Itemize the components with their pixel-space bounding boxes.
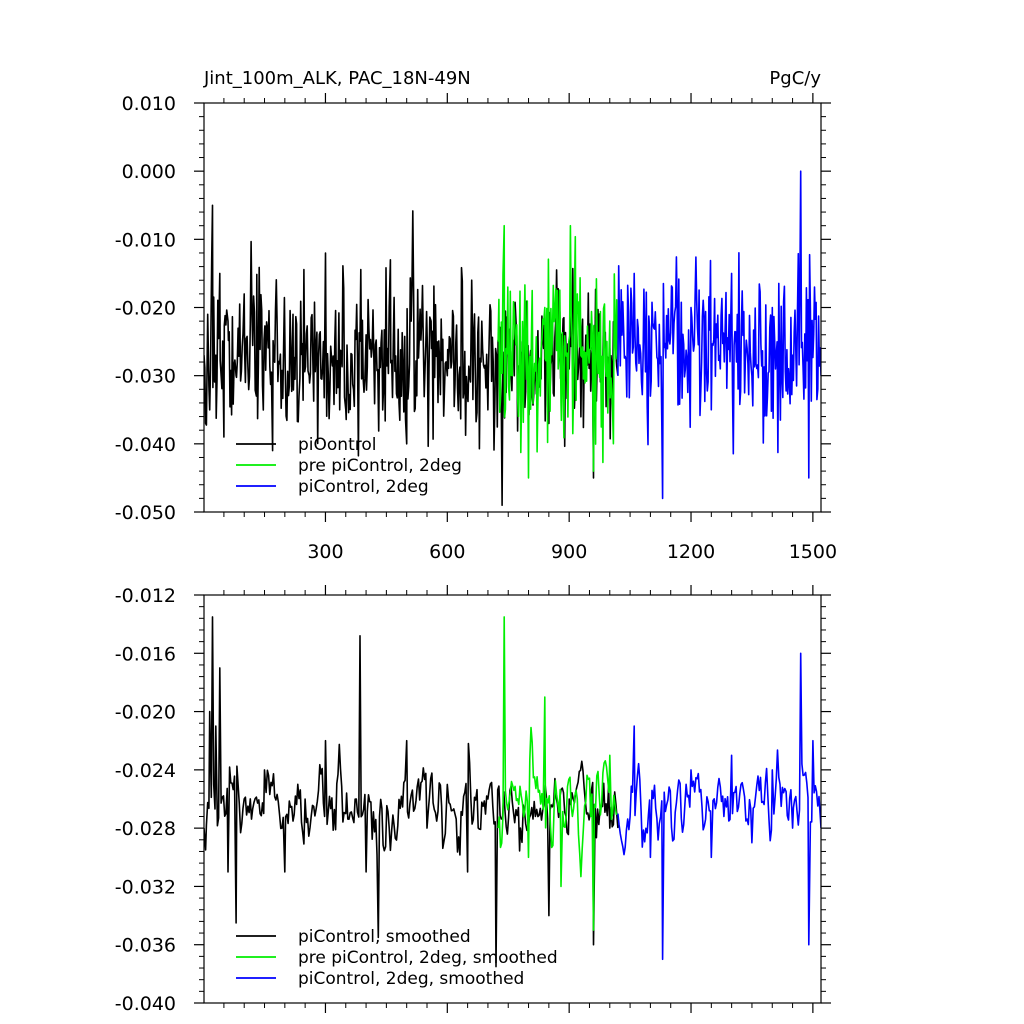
x-tick-label: 1200: [667, 541, 715, 563]
legend-label: pre piControl, 2deg: [298, 456, 462, 476]
y-tick-label: -0.040: [115, 993, 176, 1015]
x-tick-label: 900: [551, 541, 587, 563]
legend-entry: piControl, 2deg: [236, 477, 429, 497]
y-tick-label: 0.010: [122, 93, 176, 115]
series-line-pioontrol: [204, 204, 619, 506]
legend-entry: piControl, smoothed: [236, 927, 471, 947]
plot-frame: [203, 102, 822, 513]
x-tick-label: 600: [429, 541, 465, 563]
y-tick-label: -0.020: [115, 298, 176, 320]
top-axis-layer: 0.010 0.000 -0.010 -0.020 -0.030 -0.040 -0.050…: [115, 93, 837, 563]
series-line-picontrol-smoothed: [204, 616, 619, 968]
bottom-series-layer: [204, 616, 821, 968]
series-line-picontrol-2deg-smoothed: [617, 652, 821, 961]
legend-entry: piOontrol: [236, 435, 376, 455]
y-tick-label: 0.000: [122, 161, 176, 183]
y-tick-label: -0.012: [115, 585, 176, 607]
bottom-axis-layer: -0.012 -0.016 -0.020 -0.024 -0.028 -0.032 -0.0…: [115, 585, 831, 1015]
legend-label: piControl, smoothed: [298, 927, 471, 947]
y-tick-label: -0.024: [115, 760, 176, 782]
series-line-picontrol-2deg: [617, 170, 821, 500]
y-tick-label: -0.016: [115, 643, 176, 665]
y-tick-label: -0.020: [115, 702, 176, 724]
legend-label: piOontrol: [298, 435, 376, 455]
plot-frame: [203, 594, 822, 1004]
series-line-pre-picontrol-2deg-smoothed: [497, 616, 619, 931]
bottom-panel: -0.012 -0.016 -0.020 -0.024 -0.028 -0.032 -0.0…: [115, 585, 831, 1015]
x-tick-label: 1500: [789, 541, 837, 563]
legend-entry: pre piControl, 2deg, smoothed: [236, 948, 558, 968]
y-tick-label: -0.030: [115, 366, 176, 388]
y-tick-label: -0.040: [115, 434, 176, 456]
top-series-layer: [204, 170, 821, 506]
y-tick-label: -0.036: [115, 935, 176, 957]
legend-entry: pre piControl, 2deg: [236, 456, 462, 476]
y-tick-label: -0.050: [115, 502, 176, 524]
units-label: PgC/y: [769, 68, 821, 89]
y-tick-label: -0.028: [115, 818, 176, 840]
legend-label: piControl, 2deg, smoothed: [298, 969, 524, 989]
y-tick-label: -0.010: [115, 229, 176, 251]
x-tick-label: 300: [307, 541, 343, 563]
top-panel: Jint_100m_ALK, PAC_18N-49N PgC/y 0.0100.…: [115, 68, 837, 563]
chart-title: Jint_100m_ALK, PAC_18N-49N: [203, 68, 471, 89]
legend-entry: piControl, 2deg, smoothed: [236, 969, 524, 989]
legend-label: pre piControl, 2deg, smoothed: [298, 948, 558, 968]
series-line-pre-picontrol-2deg: [497, 224, 619, 479]
y-tick-label: -0.032: [115, 876, 176, 898]
legend-label: piControl, 2deg: [298, 477, 429, 497]
